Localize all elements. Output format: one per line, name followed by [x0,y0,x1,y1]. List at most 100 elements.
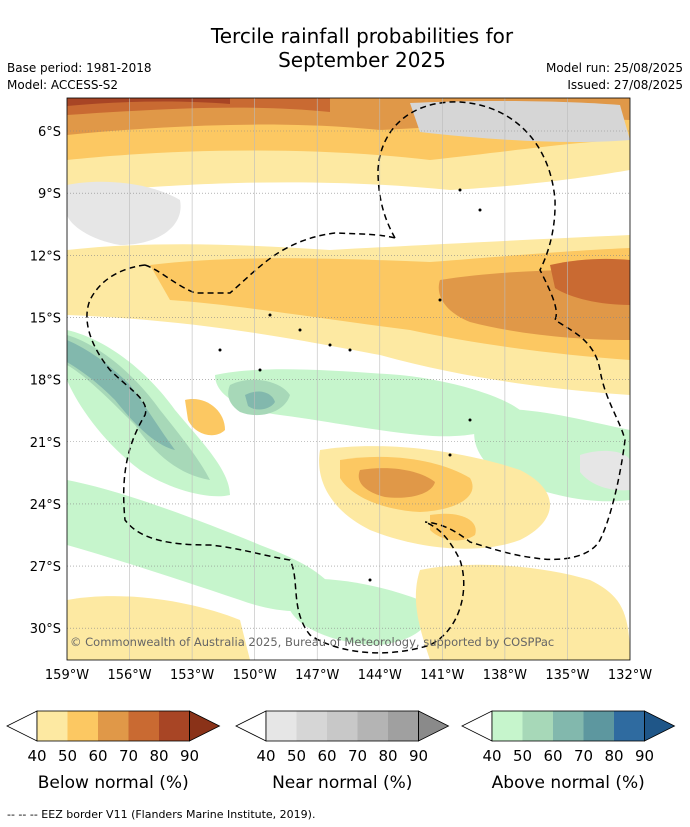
colorbar-tick-label: 40 [482,747,501,765]
eez-footer: -- -- -- EEZ border V11 (Flanders Marine… [7,808,316,821]
island-1 [298,328,302,332]
colorbar-right-arrow [418,710,450,742]
lon-tick-label: 150°W [233,668,277,683]
title-line-1: Tercile rainfall probabilities for [210,24,514,48]
below-normal-bottom-2 [415,564,630,660]
colorbar-tick-label: 80 [149,747,168,765]
above-normal-west-3 [67,340,175,450]
lat-tick-label: 27°S [30,560,61,575]
colorbar-tick-label: 50 [513,747,532,765]
copyright-text: © Commonwealth of Australia 2025, Bureau… [70,635,554,649]
base-period: Base period: 1981-2018 [7,61,152,75]
map-title: Tercile rainfall probabilities for Septe… [150,24,574,72]
colorbar-segment [614,711,645,741]
near-normal-patch-2 [410,100,630,143]
lon-tick-label: 147°W [295,668,339,683]
colorbar-frame [265,710,419,742]
plot-frame [66,97,631,661]
lon-tick-label: 141°W [420,668,464,683]
lon-tick-label: 144°W [358,668,402,683]
colorbar-right-arrow [644,710,676,742]
colorbar-segment [266,711,297,741]
lon-tick-label: 153°W [170,668,214,683]
colorbar-left-arrow [461,710,493,742]
below-normal-se-patch [430,513,476,541]
colorbar-tick-label: 50 [287,747,306,765]
lon-tick-label: 159°W [45,668,89,683]
lon-tick-label: 156°W [107,668,151,683]
lat-tick-label: 15°S [30,311,61,326]
above-normal-sw-1 [67,480,340,612]
lat-tick-label: 12°S [30,249,61,264]
colorbar-tick-label: 70 [119,747,138,765]
colorbar-segment [67,711,98,741]
colorbar-segment [553,711,584,741]
island-6 [458,188,462,192]
colorbar-segment [522,711,553,741]
colorbar-0: 40 50 60 70 80 90 Below normal (%) [6,710,221,793]
colorbar-segment [128,711,159,741]
colorbar-title: Near normal (%) [272,773,412,793]
colorbar-tick-label: 70 [574,747,593,765]
colorbar-title: Below normal (%) [38,773,189,793]
map-fields: © Commonwealth of Australia 2025, Bureau… [67,98,630,660]
colorbar-segment [98,711,129,741]
lon-tick-label: 132°W [608,668,652,683]
near-normal-patch-1 [67,181,181,245]
model-run: Model run: 25/08/2025 [545,61,683,75]
above-normal-central-1 [215,369,520,437]
island-0 [268,313,272,317]
colorbar-1: 40 50 60 70 80 90 Near normal (%) [235,710,450,793]
lon-tick-label: 138°W [483,668,527,683]
island-11 [368,578,372,582]
meta-left: Base period: 1981-2018 Model: ACCESS-S2 [7,60,152,94]
above-normal-s-1 [290,578,428,645]
colorbar-left-arrow [235,710,267,742]
eez-border-east [377,101,626,561]
below-normal-sw-patch [185,399,225,436]
below-normal-bottom-1 [67,596,250,660]
above-normal-central-3 [245,391,275,410]
lat-tick-label: 30°S [30,622,61,637]
colorbar-tick-label: 70 [348,747,367,765]
colorbar-segment [37,711,68,741]
island-2 [328,343,332,347]
colorbar-frame [36,710,190,742]
colorbar-left-arrow [6,710,38,742]
colorbar-tick-label: 90 [635,747,654,765]
map-figure: © Commonwealth of Australia 2025, Bureau… [6,97,676,793]
island-4 [218,348,222,352]
island-8 [438,298,442,302]
colorbar-tick-label: 60 [543,747,562,765]
model-name: Model: ACCESS-S2 [7,78,119,92]
eez-border-west [86,264,465,654]
colorbar-segment [296,711,327,741]
colorbar-2: 40 50 60 70 80 90 Above normal (%) [461,710,676,793]
colorbar-tick-label: 40 [27,747,46,765]
lat-tick-label: 18°S [30,374,61,389]
title-line-2: September 2025 [278,48,446,72]
colorbar-segment [327,711,358,741]
below-normal-south-3 [358,468,435,498]
meta-right: Model run: 25/08/2025 Issued: 27/08/2025 [546,60,683,94]
colorbar-right-arrow [189,710,221,742]
colorbar-segment [159,711,190,741]
below-normal-band-4 [67,98,330,115]
colorbar-tick-label: 60 [88,747,107,765]
colorbar-segment [492,711,523,741]
colorbar-segment [583,711,614,741]
below-normal-band-5 [67,98,230,106]
lon-tick-label: 135°W [545,668,589,683]
colorbar-tick-label: 80 [378,747,397,765]
island-3 [348,348,352,352]
island-9 [468,418,472,422]
issued-date: Issued: 27/08/2025 [567,78,683,92]
island-10 [448,453,452,457]
colorbar-segment [357,711,388,741]
below-normal-mid-4 [550,258,630,305]
island-5 [258,368,262,372]
colorbar-tick-label: 50 [58,747,77,765]
colorbar-tick-label: 80 [604,747,623,765]
colorbar-title: Above normal (%) [492,773,645,793]
lat-tick-label: 9°S [38,187,61,202]
